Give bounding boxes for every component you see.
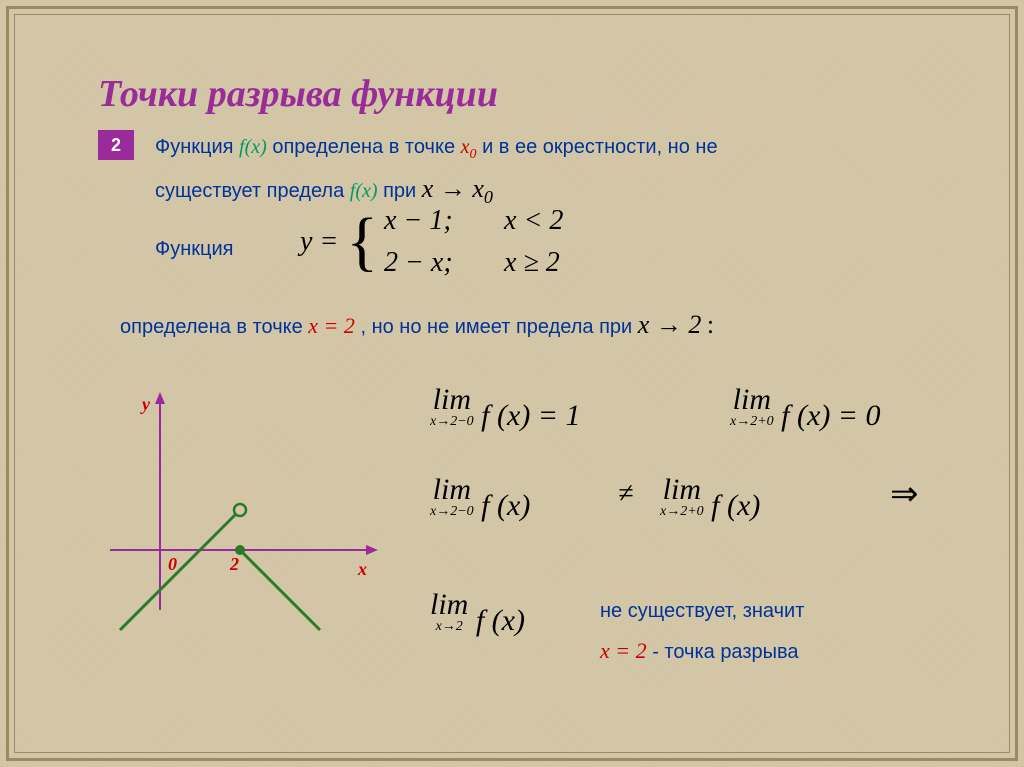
- piece-expr: x − 1;: [384, 205, 504, 237]
- piecewise-function: y = { x − 1; x < 2 2 − x; x ≥ 2: [300, 205, 614, 279]
- intro-paragraph: Функция f(x) определена в точке x0 и в е…: [155, 130, 944, 213]
- limit-expr: x → 2: [638, 310, 702, 339]
- colon: :: [707, 310, 714, 339]
- text: , но но не имеет предела при: [360, 316, 637, 338]
- piece-cond: x ≥ 2: [504, 247, 614, 279]
- tick-2-label: 2: [229, 554, 239, 574]
- x-axis-label: x: [357, 559, 367, 579]
- text: существует предела: [155, 180, 350, 202]
- page-title: Точки разрыва функции: [98, 72, 498, 116]
- function-graph: y x 0 2: [100, 380, 390, 640]
- limit-right: limx→2+0 f (x) = 0: [730, 385, 881, 431]
- limit-body: f (x) = 1: [481, 399, 580, 432]
- implies-icon: ⇒: [890, 478, 919, 512]
- text: Функция: [155, 136, 239, 158]
- text: - точка разрыва: [652, 641, 798, 663]
- limit-right-2: limx→2+0 f (x): [660, 475, 760, 521]
- conclusion-line2: x = 2 - точка разрыва: [600, 638, 799, 664]
- function-label: Функция: [155, 238, 233, 261]
- x0-symbol: x0: [461, 136, 477, 158]
- y-axis-label: y: [140, 394, 151, 414]
- piece-expr: 2 − x;: [384, 247, 504, 279]
- origin-label: 0: [168, 554, 177, 574]
- not-equal: ≠: [618, 480, 633, 508]
- limit-body: f (x) = 0: [781, 399, 880, 432]
- brace-icon: {: [346, 214, 378, 270]
- x-equals-2: x = 2: [600, 638, 647, 663]
- text: определена в точке: [120, 316, 308, 338]
- limit-left: limx→2−0 f (x) = 1: [430, 385, 581, 431]
- text: и в ее окрестности, но не: [482, 136, 718, 158]
- fx-symbol: f(x): [350, 180, 378, 202]
- text: при: [383, 180, 422, 202]
- piece-cond: x < 2: [504, 205, 614, 237]
- text: определена в точке: [272, 136, 460, 158]
- section-badge: 2: [98, 130, 134, 160]
- fx-symbol: f(x): [239, 136, 267, 158]
- x-equals-2: x = 2: [308, 313, 355, 338]
- limit-combined: limx→2 f (x): [430, 590, 525, 636]
- limit-left-2: limx→2−0 f (x): [430, 475, 530, 521]
- limit-body: f (x): [476, 604, 525, 637]
- limit-body: f (x): [711, 489, 760, 522]
- limit-body: f (x): [481, 489, 530, 522]
- conclusion-line1: не существует, значит: [600, 600, 804, 623]
- limit-expr: x → x0: [422, 174, 493, 203]
- equation-lhs: y =: [300, 226, 338, 258]
- defined-paragraph: определена в точке x = 2 , но но не имее…: [120, 310, 964, 340]
